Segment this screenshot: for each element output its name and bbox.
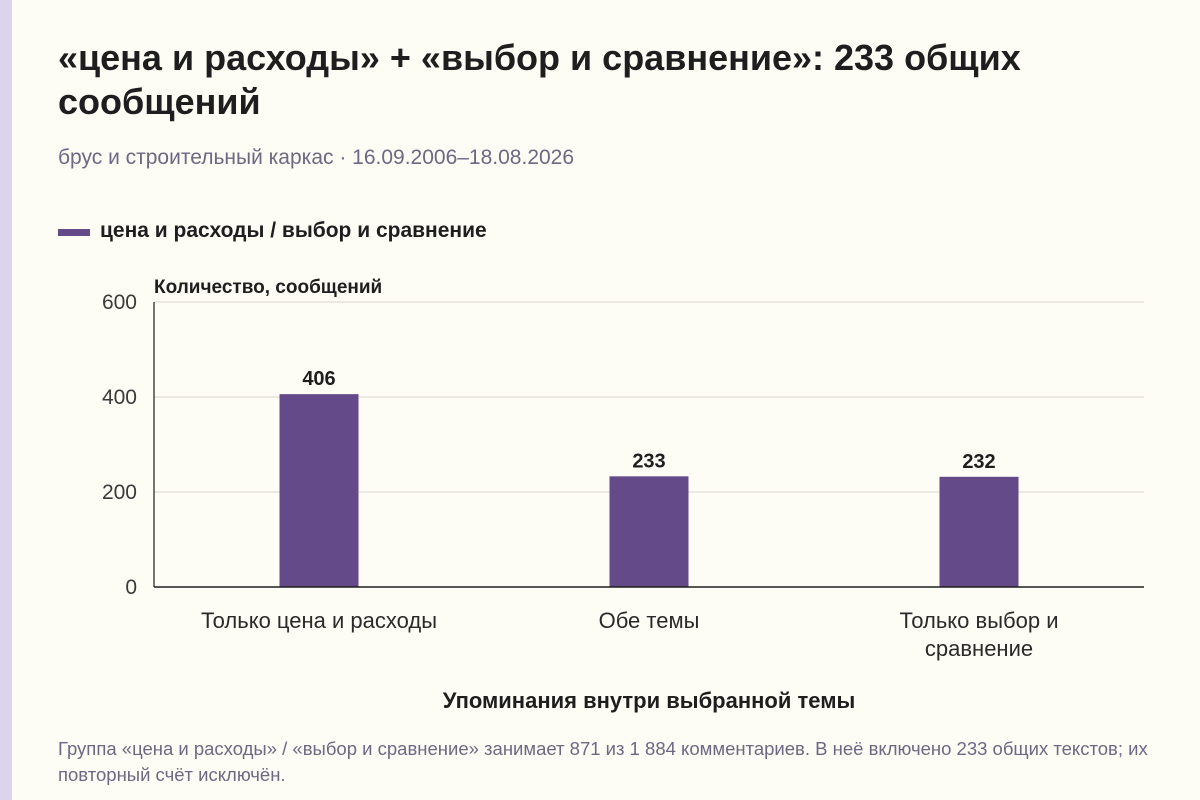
side-accent-strip <box>0 0 12 800</box>
x-tick-label: Только цена и расходы <box>201 608 437 633</box>
x-tick-label: сравнение <box>925 636 1033 661</box>
y-tick-label: 600 <box>102 291 137 314</box>
y-tick-label: 0 <box>125 576 137 599</box>
y-tick-label: 200 <box>102 481 137 504</box>
chart-subtitle: брус и строительный каркас · 16.09.2006–… <box>58 146 575 169</box>
x-axis-title: Упоминания внутри выбранной темы <box>443 688 856 713</box>
bar <box>939 476 1019 587</box>
x-tick-label: Только выбор и <box>900 608 1059 633</box>
legend: цена и расходы / выбор и сравнение <box>58 219 487 243</box>
y-axis-label: Количество, сообщений <box>154 277 382 298</box>
bar <box>609 476 689 587</box>
chart-title: «цена и расходы» + «выбор и сравнение»: … <box>58 37 1021 122</box>
bar-value-label: 406 <box>302 368 335 390</box>
y-tick-label: 400 <box>102 386 137 409</box>
bar-value-label: 232 <box>962 451 995 473</box>
legend-label: цена и расходы / выбор и сравнение <box>100 219 487 242</box>
bar <box>279 394 359 587</box>
footnote: Группа «цена и расходы» / «выбор и сравн… <box>58 738 1148 785</box>
x-tick-label: Обе темы <box>599 608 700 633</box>
bar-value-label: 233 <box>632 450 665 472</box>
legend-swatch <box>58 228 90 236</box>
